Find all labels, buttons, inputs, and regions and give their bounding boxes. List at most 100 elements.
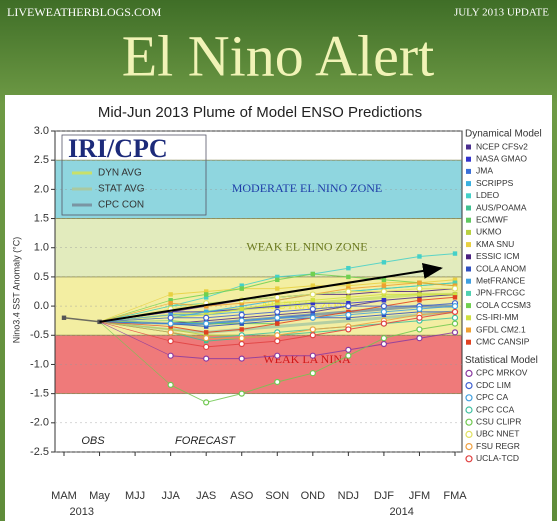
site-name: LIVEWEATHERBLOGS.COM <box>7 5 162 19</box>
point-marker <box>274 378 281 386</box>
legend-swatch <box>465 406 473 414</box>
x-tick-label: DJF <box>374 490 394 502</box>
y-tick-label: 1.5 <box>34 212 49 224</box>
legend-label: CMC CANSIP <box>476 336 530 346</box>
zone-band <box>54 218 463 278</box>
point-marker <box>203 320 210 327</box>
legend-label: CPC CCA <box>476 404 515 414</box>
legend-swatch <box>465 455 473 463</box>
legend-swatch <box>465 394 473 402</box>
legend-swatch <box>466 278 471 284</box>
point-marker <box>167 338 174 345</box>
point-marker <box>346 274 351 280</box>
x-tick-label: NDJ <box>338 490 359 502</box>
legend-swatch <box>466 156 471 162</box>
point-marker <box>275 277 280 283</box>
legend-label: CDC LIM <box>476 380 511 390</box>
point-marker <box>381 277 387 283</box>
point-marker <box>168 300 173 306</box>
point-marker <box>274 294 281 301</box>
legend-swatch <box>466 290 471 296</box>
y-tick-label: -0.5 <box>30 329 49 341</box>
point-marker <box>274 352 281 359</box>
year-label: 2013 <box>70 506 94 518</box>
badge-box <box>61 134 207 216</box>
point-marker <box>203 289 209 294</box>
legend-label: CSU CLIPR <box>476 416 521 426</box>
legend-label: JPN-FRCGC <box>476 288 525 298</box>
point-marker <box>346 265 351 271</box>
connector <box>99 299 171 323</box>
legend-label: KMA SNU <box>476 239 514 249</box>
point-marker <box>452 277 458 283</box>
point-marker <box>346 283 351 288</box>
legend-label: JMA <box>476 166 493 176</box>
legend-swatch <box>466 327 471 333</box>
legend-swatch <box>466 229 471 235</box>
y-axis-label: Nino3.4 SST Anomaly (°C) <box>11 237 21 343</box>
legend-swatch <box>466 168 471 174</box>
point-marker <box>239 286 244 291</box>
point-marker <box>274 332 281 339</box>
point-marker <box>417 298 422 303</box>
point-marker <box>238 311 245 318</box>
point-marker <box>380 288 388 295</box>
series-line <box>63 317 100 323</box>
point-marker <box>310 300 316 306</box>
point-marker <box>239 306 244 312</box>
legend-swatch <box>466 266 471 272</box>
zone-label: WEAK EL NINO ZONE <box>246 239 367 253</box>
legend-label: COLA CCSM3 <box>476 300 531 310</box>
point-marker <box>239 327 244 332</box>
point-marker <box>416 326 423 333</box>
point-marker <box>451 302 459 310</box>
point-marker <box>274 308 281 316</box>
point-marker <box>416 305 423 313</box>
forecast-label: FORECAST <box>175 435 236 447</box>
point-marker <box>168 298 173 303</box>
legend-swatch <box>466 339 471 345</box>
obs-label: OBS <box>81 435 105 447</box>
point-marker <box>203 314 210 321</box>
point-marker <box>451 285 459 292</box>
point-marker <box>380 302 388 310</box>
legend-label: CS-IRI-MM <box>476 312 519 322</box>
trend-arrow <box>99 263 443 323</box>
point-marker <box>274 314 281 321</box>
x-tick-label: JAS <box>196 490 216 502</box>
point-marker <box>310 283 316 288</box>
legend-group-title: Statistical Model <box>465 355 538 366</box>
point-marker <box>275 303 280 309</box>
legend-label: CPC CON <box>98 200 144 211</box>
point-marker <box>275 321 280 326</box>
badge: IRI/CPC <box>68 134 168 163</box>
point-marker <box>203 309 209 315</box>
point-marker <box>309 314 316 321</box>
legend-label: STAT AVG <box>98 184 145 195</box>
legend-swatch <box>465 443 473 451</box>
x-tick-label: May <box>89 490 110 502</box>
point-marker <box>380 340 388 348</box>
point-marker <box>238 390 245 397</box>
connector <box>99 317 171 323</box>
point-marker <box>451 308 459 316</box>
connector <box>99 302 171 323</box>
legend-label: AUS/POAMA <box>476 202 527 212</box>
point-marker <box>452 280 458 285</box>
point-marker <box>417 292 422 297</box>
legend-label: MetFRANCE <box>476 275 525 285</box>
point-marker <box>309 352 316 359</box>
legend-label: CPC MRKOV <box>476 368 528 378</box>
update-label: JULY 2013 UPDATE <box>454 7 549 19</box>
legend-label: ESSIC ICM <box>476 251 519 261</box>
legend-swatch <box>466 315 471 321</box>
legend-label: UCLA-TCD <box>476 453 519 463</box>
point-marker <box>238 335 245 342</box>
point-marker <box>417 280 422 285</box>
point-marker <box>345 288 352 295</box>
point-marker <box>238 355 245 362</box>
y-tick-label: 2.0 <box>34 183 49 195</box>
point-marker <box>203 330 209 335</box>
connector <box>99 321 171 327</box>
